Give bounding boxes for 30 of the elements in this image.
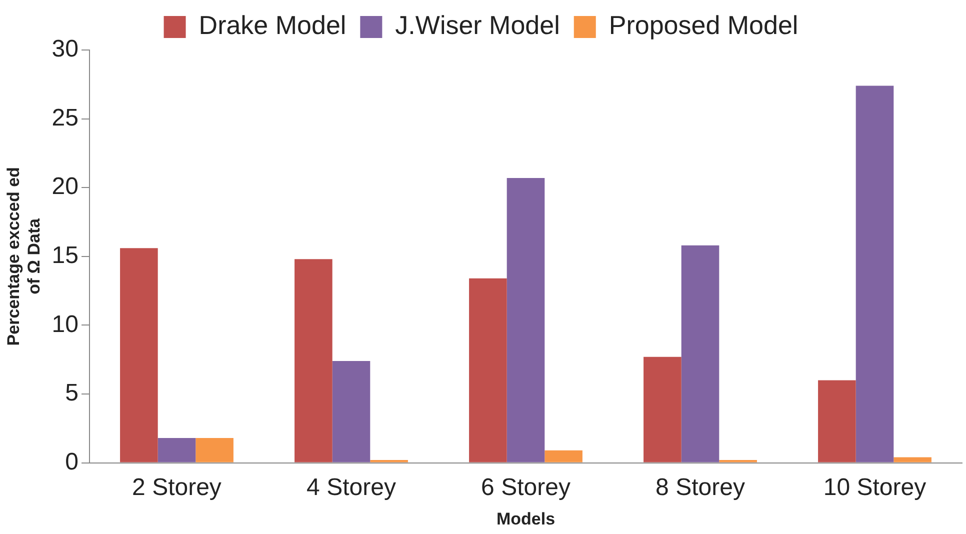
legend-label: Drake Model <box>198 10 346 40</box>
bar <box>120 248 158 462</box>
x-tick-label: 2 Storey <box>132 474 222 501</box>
bar <box>506 178 545 462</box>
bar <box>196 438 234 462</box>
x-tick-label: 8 Storey <box>656 474 745 501</box>
bar <box>469 278 507 462</box>
y-tick-label: 20 <box>52 173 78 200</box>
x-axis-title: Models <box>496 509 556 528</box>
bar <box>644 356 682 462</box>
bar <box>818 380 856 462</box>
bar <box>294 259 332 462</box>
bar <box>894 457 932 462</box>
y-tick-label: 10 <box>52 310 78 338</box>
x-tick-label: 6 Storey <box>481 474 570 501</box>
y-tick-label: 30 <box>52 36 78 63</box>
bar <box>544 450 582 462</box>
legend-label: J.Wiser Model <box>395 10 560 40</box>
y-axis-title: Percentage excced ed of Ω Data <box>4 167 44 346</box>
x-tick-label: 4 Storey <box>306 474 396 501</box>
y-tick-label: 25 <box>52 104 78 132</box>
bar <box>681 245 720 462</box>
bar <box>332 360 370 462</box>
y-tick-label: 15 <box>52 242 78 270</box>
y-tick-label: 0 <box>65 448 78 476</box>
y-tick-label: 5 <box>65 380 78 407</box>
x-tick-label: 10 Storey <box>823 474 926 501</box>
bar <box>856 86 894 462</box>
legend-label: Proposed Model <box>608 10 798 40</box>
bar <box>158 438 196 462</box>
